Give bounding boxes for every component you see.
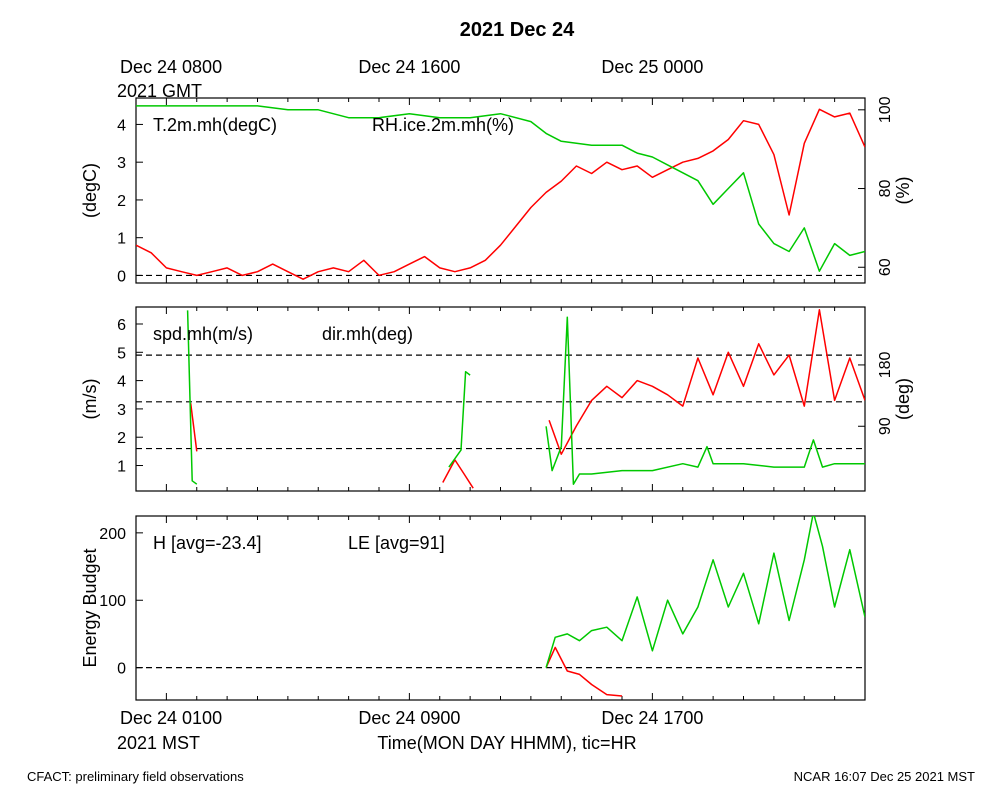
y-tick-label-left: 100 <box>99 593 126 610</box>
y-tick-label-left: 1 <box>117 231 126 248</box>
y-tick-label-left: 2 <box>117 193 126 210</box>
series-line-red <box>189 403 198 452</box>
legend-entry: LE [avg=91] <box>348 533 445 553</box>
legend-entry: RH.ice.2m.mh(%) <box>372 115 514 135</box>
top-time-axis-labels: Dec 24 0800 Dec 24 1600 Dec 25 0000 <box>120 57 703 77</box>
series-group <box>136 105 865 280</box>
panel-energy-budget: 0 100 200 Energy Budget H [avg=-23.4] LE [avg… <box>80 515 866 701</box>
series-line-green <box>545 316 865 485</box>
series-line-green <box>186 310 198 485</box>
footer-right: NCAR 16:07 Dec 25 2021 MST <box>794 769 975 784</box>
y-axis-label-right: (deg) <box>893 378 913 420</box>
bottom-time-label: Dec 24 1700 <box>601 708 703 728</box>
series-line-red <box>548 309 865 455</box>
legend-entry: spd.mh(m/s) <box>153 324 253 344</box>
y-tick-label-right: 80 <box>877 180 894 198</box>
series-line-red <box>136 108 865 280</box>
top-time-label: Dec 25 0000 <box>601 57 703 77</box>
bottom-time-label: Dec 24 0100 <box>120 708 222 728</box>
y-tick-label-right: 180 <box>877 351 894 378</box>
y-tick-label-left: 200 <box>99 526 126 543</box>
legend-entry: H [avg=-23.4] <box>153 533 262 553</box>
top-time-label: Dec 24 1600 <box>358 57 460 77</box>
y-tick-label-left: 0 <box>117 268 126 285</box>
legend-entry: dir.mh(deg) <box>322 324 413 344</box>
y-axis-label-left: Energy Budget <box>80 548 100 667</box>
y-tick-label-left: 4 <box>117 117 126 134</box>
y-tick-label-right: 60 <box>877 258 894 276</box>
y-tick-label-left: 1 <box>117 459 126 476</box>
y-tick-label-left: 6 <box>117 317 126 334</box>
y-tick-label-left: 0 <box>117 661 126 678</box>
y-tick-label-left: 2 <box>117 430 126 447</box>
footer-left: CFACT: preliminary field observations <box>27 769 244 784</box>
y-tick-label-left: 4 <box>117 374 126 391</box>
x-axis-label: Time(MON DAY HHMM), tic=HR <box>377 733 636 753</box>
y-tick-label-left: 3 <box>117 155 126 172</box>
series-line-green <box>136 105 865 272</box>
y-axis-label-left: (m/s) <box>80 379 100 420</box>
series-line-red <box>442 459 474 489</box>
y-axis-label-left: (degC) <box>80 163 100 218</box>
legend-entry: T.2m.mh(degC) <box>153 115 277 135</box>
bottom-time-label: Dec 24 0900 <box>358 708 460 728</box>
series-group <box>545 516 865 697</box>
y-tick-label-right: 90 <box>877 417 894 435</box>
series-line-red <box>545 646 623 697</box>
series-group <box>186 309 865 489</box>
y-tick-label-right: 100 <box>877 96 894 123</box>
panel-wind: 1 2 3 4 5 6 90 180 (m/s) (deg) spd.mh(m/s) dir.mh(d… <box>80 306 913 492</box>
top-time-label: Dec 24 0800 <box>120 57 222 77</box>
y-tick-label-left: 3 <box>117 402 126 419</box>
series-line-green <box>448 370 471 468</box>
figure-title: 2021 Dec 24 <box>460 19 575 41</box>
panel-temperature-humidity: 0 1 2 3 4 60 80 100 (degC) (%) T.2m.mh(degC) RH.ice… <box>80 96 913 285</box>
y-axis-label-right: (%) <box>893 177 913 205</box>
bottom-time-sub-label: 2021 MST <box>117 733 200 753</box>
top-time-sub-label: 2021 GMT <box>117 81 202 101</box>
series-line-green <box>545 516 865 668</box>
y-tick-label-left: 5 <box>117 345 126 362</box>
bottom-time-axis-labels: Dec 24 0100 Dec 24 0900 Dec 24 1700 <box>120 708 703 728</box>
